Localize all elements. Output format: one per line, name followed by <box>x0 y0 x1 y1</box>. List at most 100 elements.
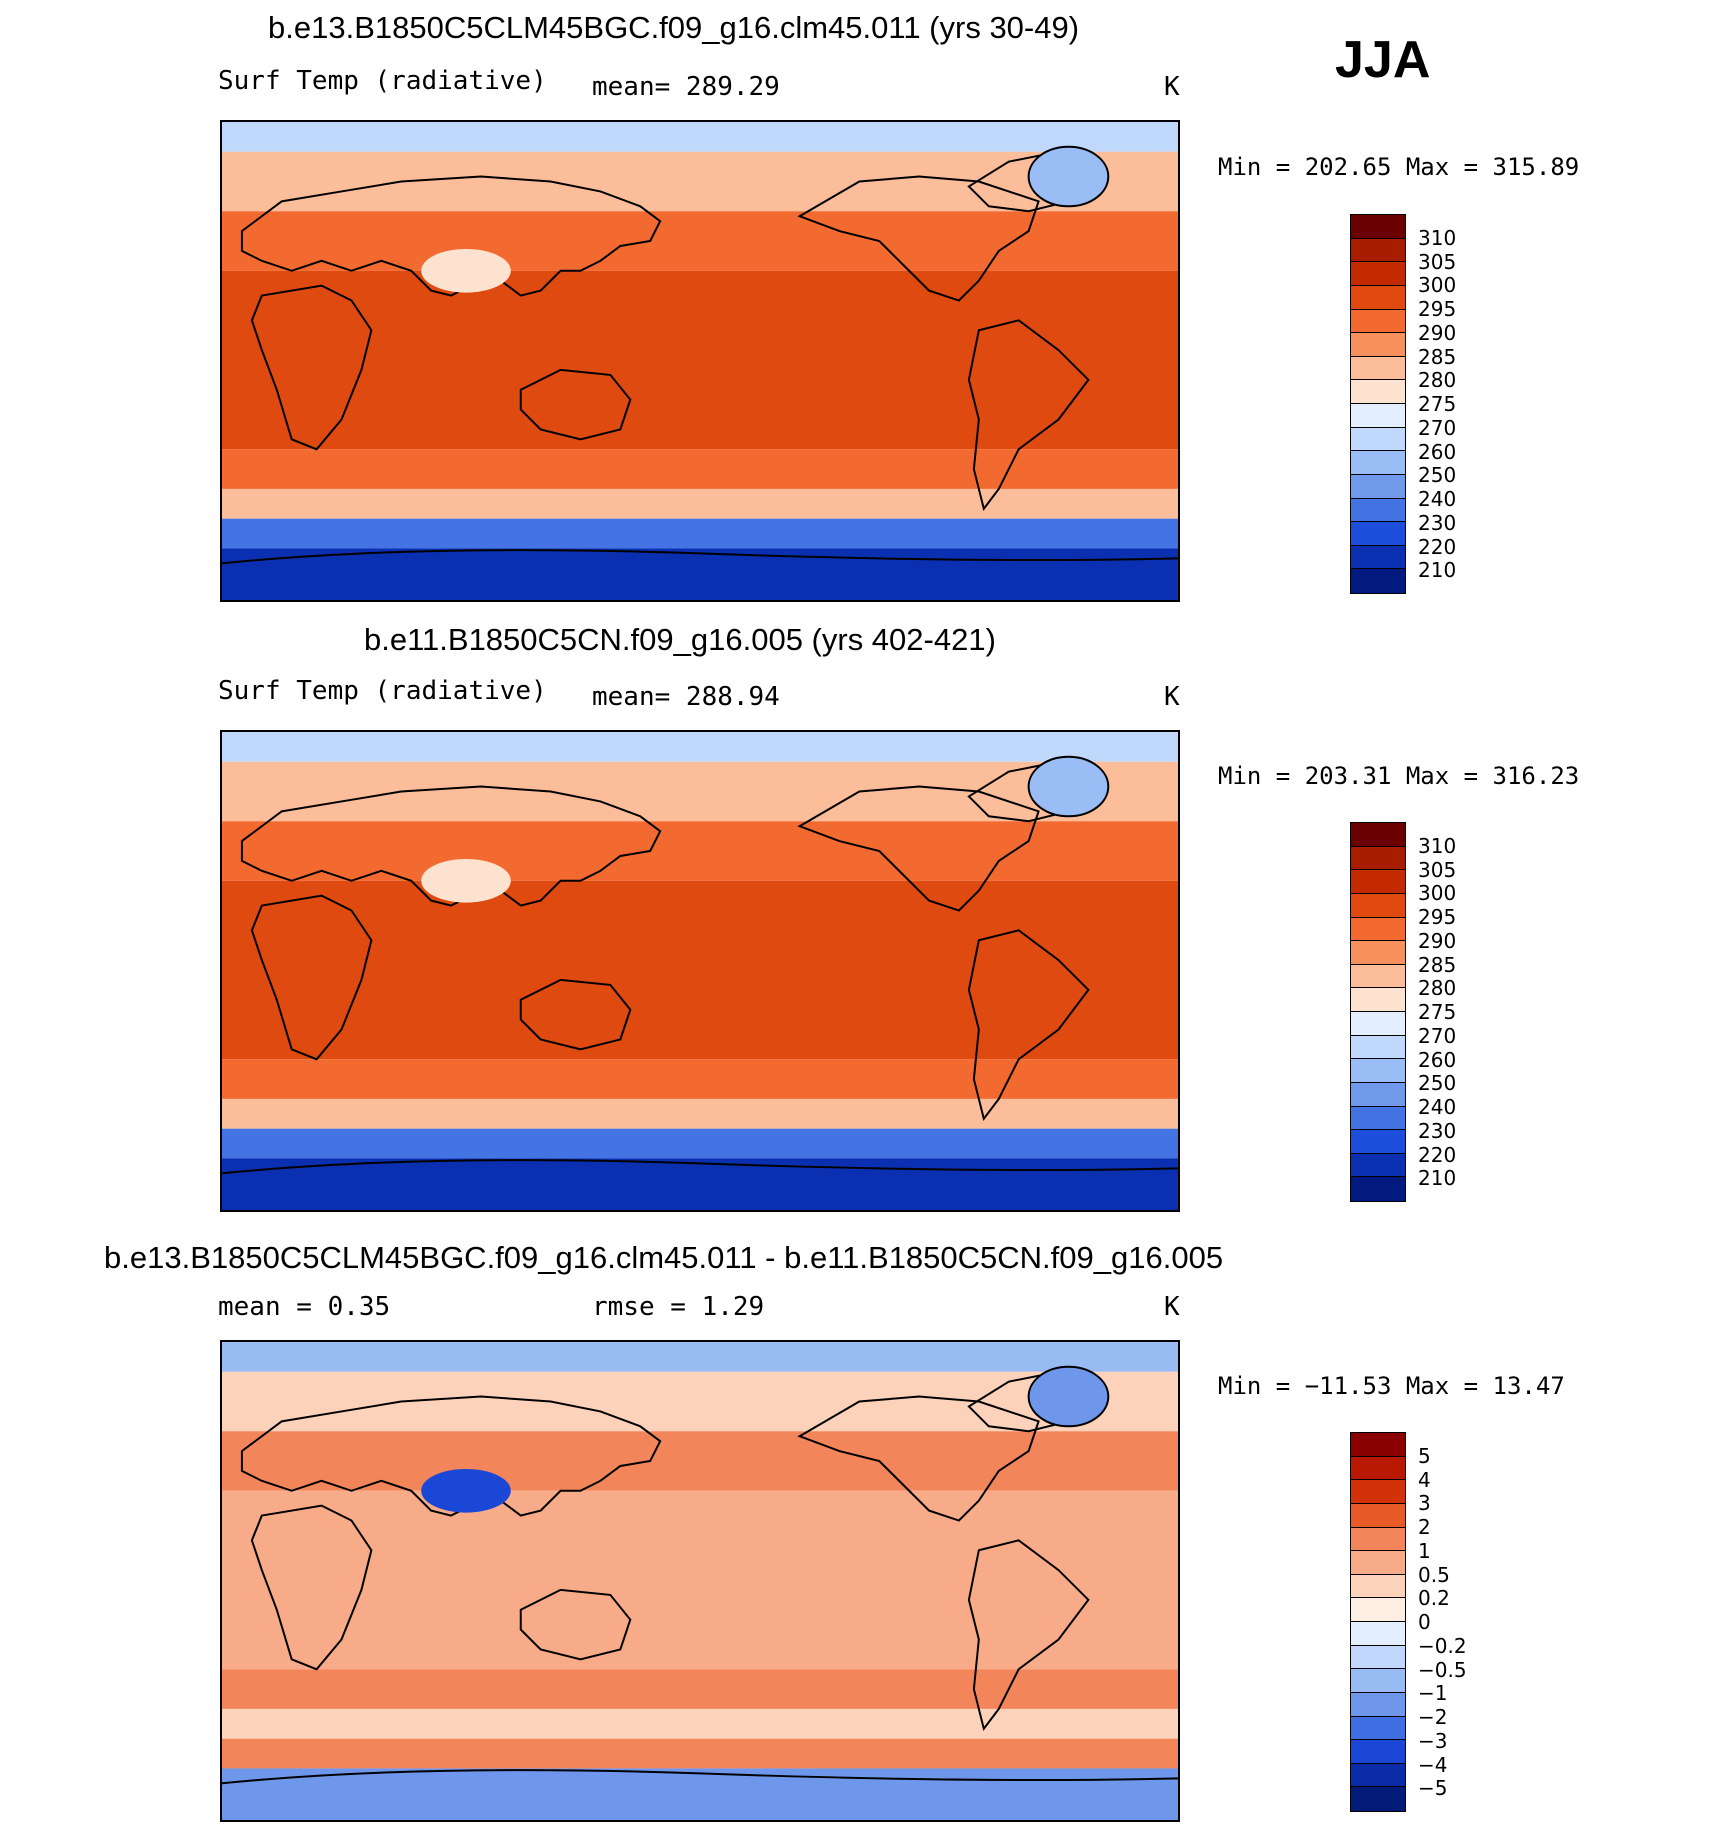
panel-3-minmax: Min = −11.53 Max = 13.47 <box>1218 1372 1565 1400</box>
colorbar-swatch <box>1351 823 1405 847</box>
colorbar-swatch <box>1351 545 1405 570</box>
colorbar-tick-label: 0.5 <box>1418 1562 1450 1587</box>
colorbar-swatch <box>1351 1574 1405 1599</box>
colorbar-tick-label: 250 <box>1418 463 1457 488</box>
panel-2-mean: mean= 288.94 <box>592 682 780 712</box>
latitude-band <box>222 270 1178 450</box>
coastline <box>240 175 662 297</box>
latitude-band <box>222 1371 1178 1432</box>
colorbar-swatch <box>1351 1480 1405 1504</box>
colorbar-tick-label: 295 <box>1418 905 1457 929</box>
latitude-band <box>222 821 1178 881</box>
greenland <box>1027 1365 1110 1428</box>
panel-1-colorbar <box>1350 214 1406 594</box>
colorbar-swatch <box>1351 1130 1405 1154</box>
colorbar-swatch <box>1351 1456 1405 1481</box>
colorbar-tick-label: 240 <box>1418 487 1457 511</box>
colorbar-swatch <box>1351 1692 1405 1717</box>
colorbar-swatch <box>1351 941 1405 965</box>
colorbar-tick-label: 275 <box>1418 1000 1457 1024</box>
panel-3-colorbar <box>1350 1432 1406 1812</box>
colorbar-swatch <box>1351 846 1405 871</box>
panel-2-minmax: Min = 203.31 Max = 316.23 <box>1218 762 1580 790</box>
panel-2-title: b.e11.B1850C5CN.f09_g16.005 (yrs 402-421… <box>364 622 996 657</box>
colorbar-tick-label: 220 <box>1418 1142 1457 1167</box>
panel-3-title: b.e13.B1850C5CLM45BGC.f09_g16.clm45.011 … <box>104 1240 1224 1275</box>
colorbar-swatch <box>1351 1669 1405 1693</box>
antarctica-coastline <box>222 1769 1178 1785</box>
latitude-band <box>222 151 1178 212</box>
latitude-band <box>222 1738 1178 1769</box>
colorbar-tick-label: 230 <box>1418 510 1457 535</box>
panel-1-variable: Surf Temp (radiative) <box>218 66 547 96</box>
coastline <box>519 368 632 441</box>
season-label: JJA <box>1335 31 1431 89</box>
colorbar-swatch <box>1351 1035 1405 1060</box>
colorbar-tick-label: 305 <box>1418 857 1457 882</box>
colorbar-swatch <box>1351 1716 1405 1741</box>
latitude-band <box>222 1098 1178 1129</box>
colorbar-tick-label: 285 <box>1418 344 1457 369</box>
colorbar-swatch <box>1351 1763 1405 1788</box>
colorbar-tick-label: 310 <box>1418 833 1457 858</box>
colorbar-swatch <box>1351 1012 1405 1036</box>
panel-2-units: K <box>1164 682 1180 712</box>
colorbar-swatch <box>1351 522 1405 546</box>
colorbar-tick-label: 3 <box>1418 1491 1431 1516</box>
colorbar-tick-label: 305 <box>1418 249 1457 274</box>
colorbar-tick-label: 295 <box>1418 297 1457 321</box>
colorbar-tick-label: −1 <box>1418 1681 1448 1706</box>
panel-2-map <box>220 730 1180 1212</box>
latitude-band <box>222 122 1178 152</box>
colorbar-tick-label: 275 <box>1418 392 1457 416</box>
latitude-band <box>222 548 1178 600</box>
colorbar-swatch <box>1351 1740 1405 1764</box>
antarctica-coastline <box>222 1159 1178 1175</box>
colorbar-swatch <box>1351 1622 1405 1646</box>
colorbar-swatch <box>1351 1503 1405 1528</box>
colorbar-tick-label: 5 <box>1418 1443 1431 1468</box>
colorbar-tick-label: 250 <box>1418 1071 1457 1096</box>
panel-1-minmax: Min = 202.65 Max = 315.89 <box>1218 153 1580 181</box>
latitude-band <box>222 1158 1178 1210</box>
antarctica-coastline <box>222 549 1178 565</box>
latitude-band <box>222 1128 1178 1159</box>
colorbar-swatch <box>1351 498 1405 523</box>
colorbar-tick-label: 290 <box>1418 320 1457 345</box>
panel-1-title: b.e13.B1850C5CLM45BGC.f09_g16.clm45.011 … <box>268 10 1080 45</box>
colorbar-tick-label: 290 <box>1418 928 1457 953</box>
greenland <box>1027 755 1110 818</box>
colorbar-swatch <box>1351 474 1405 499</box>
coastline <box>797 785 1040 912</box>
colorbar-tick-label: −2 <box>1418 1705 1448 1729</box>
coastline <box>519 978 632 1051</box>
colorbar-swatch <box>1351 309 1405 334</box>
colorbar-swatch <box>1351 1177 1405 1201</box>
tibetan-plateau <box>421 858 511 903</box>
colorbar-tick-label: 280 <box>1418 976 1457 1001</box>
coastline <box>967 1539 1090 1732</box>
coastline <box>250 1504 373 1671</box>
latitude-band <box>222 1342 1178 1372</box>
colorbar-swatch <box>1351 451 1405 475</box>
colorbar-swatch <box>1351 1433 1405 1457</box>
coastline <box>250 284 373 451</box>
colorbar-tick-label: 270 <box>1418 1023 1457 1048</box>
panel-3-mean: mean = 0.35 <box>218 1292 391 1322</box>
panel-2-colorbar <box>1350 822 1406 1202</box>
colorbar-swatch <box>1351 285 1405 310</box>
colorbar-tick-label: −5 <box>1418 1776 1448 1801</box>
latitude-band <box>222 1669 1178 1709</box>
panel-3-units: K <box>1164 1292 1180 1322</box>
colorbar-tick-label: 285 <box>1418 952 1457 977</box>
latitude-band <box>222 761 1178 822</box>
colorbar-tick-label: −3 <box>1418 1728 1448 1753</box>
colorbar-swatch <box>1351 333 1405 357</box>
latitude-band <box>222 732 1178 762</box>
latitude-band <box>222 211 1178 271</box>
panel-1-units: K <box>1164 72 1180 102</box>
colorbar-tick-label: −0.2 <box>1418 1633 1467 1658</box>
colorbar-swatch <box>1351 404 1405 428</box>
latitude-band <box>222 880 1178 1060</box>
colorbar-tick-label: 260 <box>1418 1047 1457 1072</box>
